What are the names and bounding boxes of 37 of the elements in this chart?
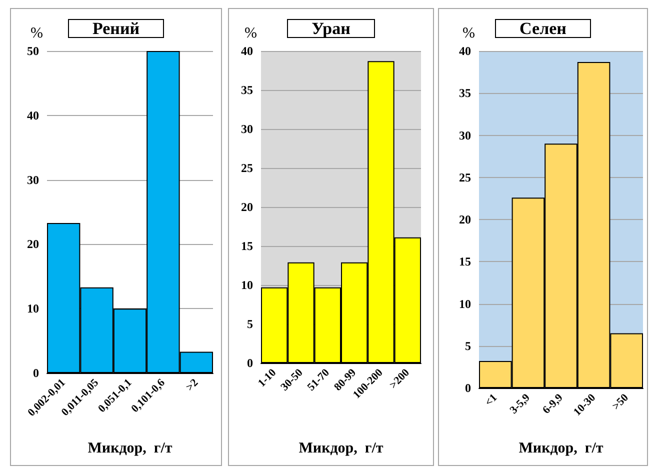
y-tick-label: 20 [241,200,253,214]
y-tick-label: 25 [241,161,253,175]
y-tick-label: 30 [459,128,471,142]
chart-title: Уран [312,19,351,38]
x-axis-title: Микдор, г/т [518,440,604,456]
x-tick-label: 1-10 [256,366,279,390]
y-tick-label: 20 [27,237,39,252]
y-tick-label: 0 [465,381,471,395]
y-tick-label: 35 [241,83,253,97]
y-tick-label: 30 [27,172,39,187]
chart-title: Селен [520,19,567,38]
x-tick-label: >2 [184,376,201,394]
y-tick-label: 50 [27,44,39,58]
y-tick-label: 0 [247,356,253,370]
x-axis-title: Микдор, г/т [88,440,173,456]
y-tick-label: 40 [241,44,253,58]
y-axis-title: % [244,26,257,42]
y-tick-label: 40 [459,44,471,58]
y-tick-label: 10 [459,296,471,311]
y-tick-label: 20 [459,212,471,226]
y-axis-title: % [462,26,475,42]
y-tick-label: 0 [33,366,39,380]
y-tick-label: 10 [27,302,39,316]
y-tick-label: 5 [465,338,471,353]
y-axis-title: % [30,26,43,42]
x-axis-title: Микдор, г/т [298,440,384,456]
y-tick-label: 25 [459,170,471,184]
x-tick-label: <1 [482,392,500,409]
y-tick-label: 15 [241,239,253,253]
y-tick-label: 30 [241,122,253,136]
chart-title: Рений [92,19,140,38]
x-tick-label: >50 [610,391,632,412]
y-tick-label: 40 [27,108,39,122]
y-tick-label: 15 [459,254,471,269]
y-tick-label: 5 [247,317,253,331]
y-tick-label: 10 [241,278,253,292]
y-tick-label: 35 [459,86,471,100]
